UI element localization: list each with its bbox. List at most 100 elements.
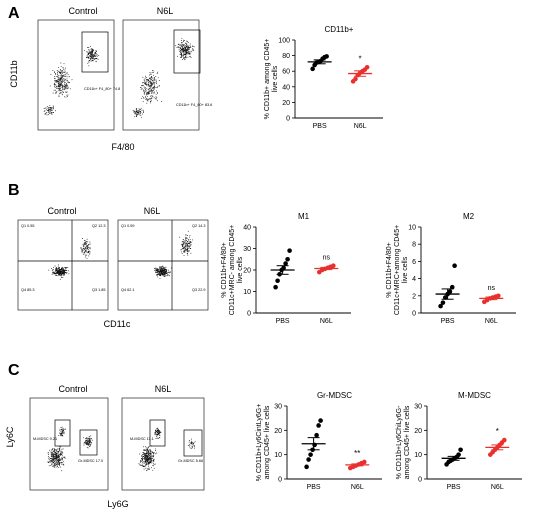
flow-event xyxy=(88,436,90,438)
flow-event xyxy=(53,89,55,91)
flow-event xyxy=(88,243,89,245)
flow-event xyxy=(81,249,83,251)
flow-event xyxy=(161,268,163,270)
flow-event xyxy=(157,274,159,276)
flow-event xyxy=(159,271,161,273)
flow-event xyxy=(162,265,164,267)
flow-c-control-mmdsc-label: M-MDSC 9.21 xyxy=(33,437,57,441)
flow-event xyxy=(95,51,97,53)
flow-event xyxy=(58,463,60,465)
flow-event xyxy=(59,69,61,70)
flow-event xyxy=(143,458,145,460)
flow-event xyxy=(149,77,151,79)
data-point-pbs xyxy=(314,432,319,438)
flow-event xyxy=(50,108,52,110)
flow-event xyxy=(89,437,91,439)
flow-event xyxy=(147,80,149,81)
flow-event xyxy=(152,455,154,457)
flow-event xyxy=(60,446,62,448)
flow-event xyxy=(62,277,64,278)
flow-event xyxy=(59,466,61,468)
flow-event xyxy=(88,57,89,59)
flow-event xyxy=(58,82,60,84)
flow-event xyxy=(52,70,54,71)
flow-event xyxy=(164,267,166,269)
flow-event xyxy=(86,246,88,248)
flow-event xyxy=(184,244,186,246)
flow-event xyxy=(54,86,56,88)
flow-b-n6l-q2: Q2 14.3 xyxy=(192,224,206,228)
flow-event xyxy=(58,460,60,462)
flow-event xyxy=(160,432,162,434)
flow-event xyxy=(148,468,149,470)
flow-event xyxy=(61,461,63,463)
flow-event xyxy=(59,87,61,89)
flow-event xyxy=(153,88,155,89)
flow-event xyxy=(62,88,64,90)
y-axis-label: % CD11b+Ly6CintLy6G+among CD45+ live cel… xyxy=(256,404,271,482)
flow-event xyxy=(143,456,145,457)
flow-event xyxy=(66,78,68,80)
flow-b-n6l-frame xyxy=(117,219,209,311)
flow-event xyxy=(54,265,56,267)
flow-event xyxy=(86,238,88,240)
flow-event xyxy=(60,79,62,81)
flow-event xyxy=(55,274,57,276)
flow-event xyxy=(149,461,151,462)
flow-event xyxy=(138,108,140,110)
flow-event xyxy=(86,244,88,246)
flow-event xyxy=(56,81,58,83)
flow-event xyxy=(53,464,55,465)
flow-event xyxy=(52,92,54,94)
flow-event xyxy=(183,247,185,249)
flow-event xyxy=(181,37,183,39)
flow-event xyxy=(58,457,60,459)
flow-event xyxy=(155,93,157,95)
flow-event xyxy=(49,461,51,462)
flow-event xyxy=(87,444,89,446)
flow-event xyxy=(188,245,190,247)
flow-event xyxy=(55,466,57,468)
flow-event xyxy=(55,92,57,94)
flow-event xyxy=(86,257,88,259)
flow-event xyxy=(157,429,159,430)
flow-event xyxy=(92,55,94,57)
flow-event xyxy=(154,85,156,87)
flow-event xyxy=(65,67,66,69)
flow-event xyxy=(57,459,59,461)
flow-event xyxy=(62,80,64,82)
flow-event xyxy=(151,457,152,459)
flow-event xyxy=(181,47,183,48)
flow-event xyxy=(158,275,160,277)
flow-event xyxy=(92,49,94,51)
flow-event xyxy=(61,78,63,80)
flow-event xyxy=(155,438,157,439)
flow-event xyxy=(189,45,191,47)
flow-event xyxy=(148,467,150,469)
chart-grmdsc: 0 10 20 30 PBS N6L Gr-MDSC % CD11b+Ly6CintLy6G+… xyxy=(256,391,382,491)
flow-event xyxy=(145,458,147,460)
y-axis-label-line: % CD11b+ among CD45+ xyxy=(264,39,271,120)
flow-event xyxy=(151,84,152,86)
x-tick-label: N6L xyxy=(491,484,504,491)
flow-event xyxy=(56,87,58,89)
flow-event xyxy=(147,447,149,449)
flow-event xyxy=(88,49,90,51)
flow-event xyxy=(49,449,51,451)
flow-event xyxy=(58,82,60,84)
flow-event xyxy=(154,98,156,100)
flow-event xyxy=(179,50,180,52)
flow-event xyxy=(143,462,145,464)
flow-event xyxy=(61,457,63,459)
flow-event xyxy=(146,463,148,465)
flow-event xyxy=(90,58,92,60)
flow-event xyxy=(149,452,151,454)
flow-event xyxy=(191,440,192,442)
flow-event xyxy=(150,95,152,97)
flow-event xyxy=(52,454,54,456)
flow-event xyxy=(132,110,134,112)
flow-event xyxy=(139,464,141,466)
flow-event xyxy=(62,69,64,71)
flow-event xyxy=(56,69,58,71)
